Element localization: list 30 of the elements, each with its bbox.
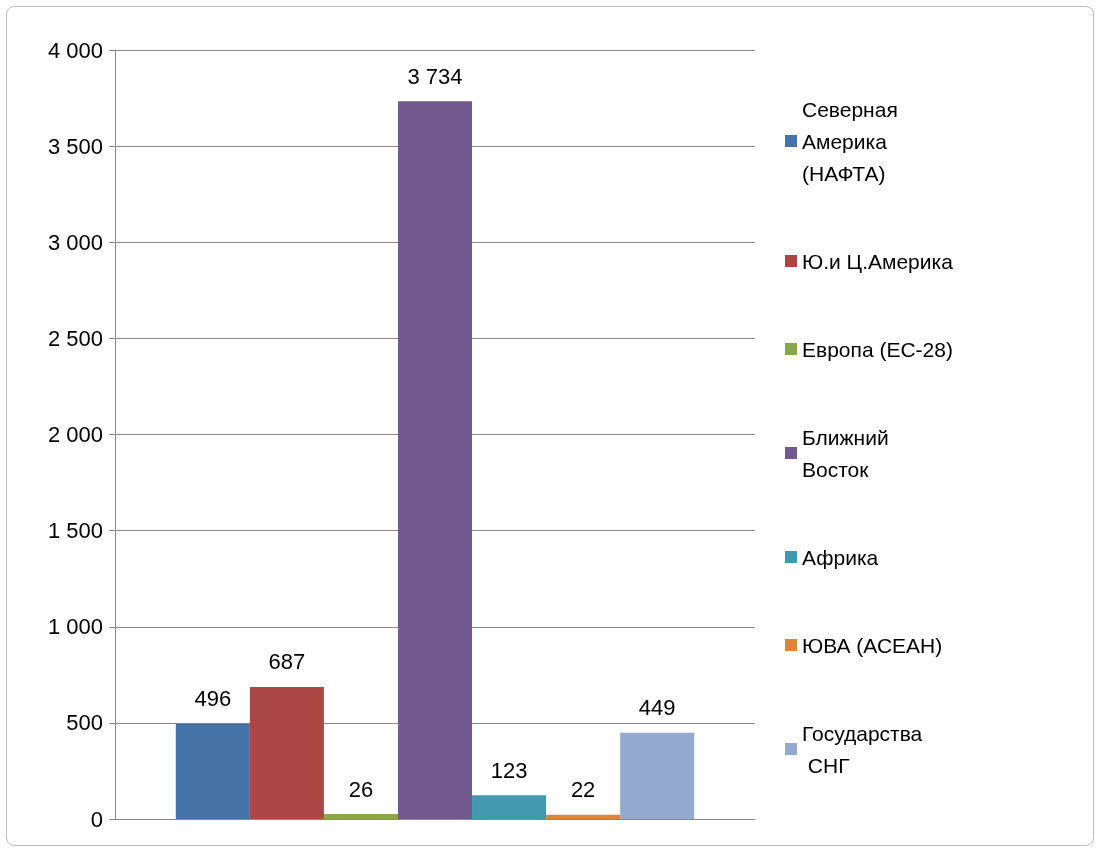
y-tick-label: 4 000: [47, 37, 103, 63]
y-tick-label: 500: [66, 710, 103, 736]
y-tick-label: 2 500: [47, 325, 103, 351]
legend-label: ЮВА (АСЕАН): [802, 633, 943, 657]
legend-label: Африка: [802, 545, 879, 569]
bar: [472, 795, 547, 819]
y-tick-label: 2 000: [47, 422, 103, 447]
y-tick-label: 1 500: [47, 518, 103, 544]
legend-label: Европа (ЕС-28): [802, 337, 953, 361]
data-label: 3 734: [407, 63, 463, 89]
legend-label: Северная Америка (НАФТА): [802, 97, 904, 185]
legend-label: Ю.и Ц.Америка: [802, 249, 954, 273]
bar: [323, 814, 398, 819]
data-label: 687: [268, 649, 306, 675]
bar: [249, 686, 324, 819]
data-label: 496: [194, 686, 232, 712]
bar: [397, 101, 473, 819]
legend-label: Государства СНГ: [802, 721, 923, 777]
bar: [546, 814, 621, 819]
y-tick-label: 3 000: [47, 229, 103, 255]
bar: [620, 732, 695, 819]
y-tick-label: 1 000: [47, 614, 103, 640]
data-label: 123: [490, 757, 528, 783]
data-label: 449: [638, 695, 676, 721]
data-label: 26: [348, 776, 374, 802]
bar: [175, 723, 250, 819]
y-tick-label: 3 500: [47, 133, 103, 159]
y-tick-label: 0: [90, 806, 103, 832]
legend-label: Ближний Восток: [802, 425, 895, 481]
data-label: 22: [570, 777, 596, 803]
